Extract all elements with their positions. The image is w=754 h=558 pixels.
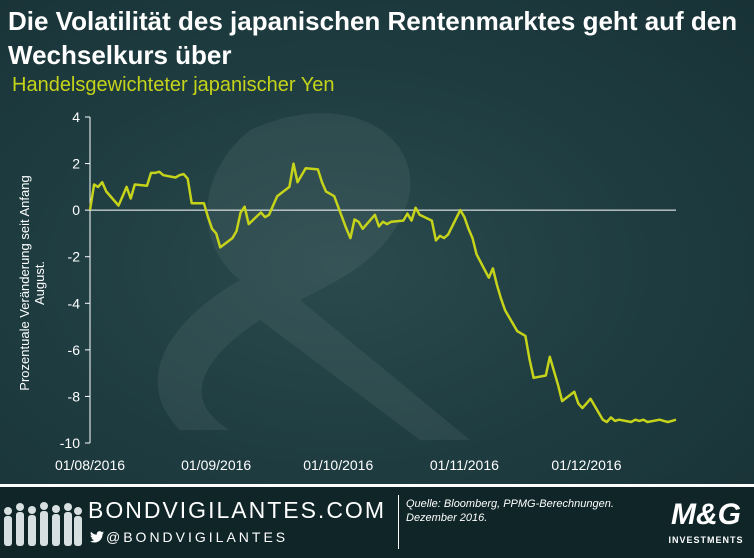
line-chart: 4 2 0 -2 -4 -6 -8 -10 01/08/2016 01/09/2016 01/10… bbox=[17, 109, 677, 473]
logo-mark: M&G bbox=[671, 498, 741, 531]
logo-subtext: INVESTMENTS bbox=[668, 535, 744, 545]
y-axis-label: Prozentuale Veränderung seit AnfangAugus… bbox=[17, 175, 47, 390]
twitter-handle[interactable]: @BONDVIGILANTES bbox=[90, 529, 288, 545]
x-tick-labels: 01/08/2016 01/09/2016 01/10/2016 01/11/2016… bbox=[55, 457, 622, 473]
twitter-bird-icon bbox=[90, 531, 104, 543]
series-line bbox=[88, 162, 677, 424]
y-tick-labels: 4 2 0 -2 -4 -6 -8 -10 bbox=[60, 109, 90, 451]
footer-divider bbox=[398, 495, 399, 549]
people-silhouettes-icon bbox=[4, 502, 82, 546]
y-tick-label: 4 bbox=[72, 109, 80, 125]
x-tick-label: 01/09/2016 bbox=[181, 457, 251, 473]
y-tick-label: -4 bbox=[68, 295, 81, 311]
y-tick-label: -6 bbox=[68, 342, 81, 358]
mg-logo: M&G INVESTMENTS bbox=[662, 495, 750, 557]
footer: BONDVIGILANTES.COM @BONDVIGILANTES Quell… bbox=[0, 484, 754, 558]
chart-axes bbox=[89, 117, 676, 443]
x-tick-label: 01/10/2016 bbox=[303, 457, 373, 473]
x-tick-label: 01/12/2016 bbox=[551, 457, 621, 473]
twitter-handle-text: @BONDVIGILANTES bbox=[106, 529, 289, 545]
y-tick-label: 0 bbox=[72, 202, 80, 218]
chart-subtitle: Handelsgewichteter japanischer Yen bbox=[12, 74, 335, 96]
chart-area: Die Volatilität des japanischen Rentenma… bbox=[0, 0, 754, 484]
brand-name[interactable]: BONDVIGILANTES.COM bbox=[88, 497, 386, 523]
y-tick-label: 2 bbox=[72, 156, 80, 172]
x-tick-label: 01/08/2016 bbox=[55, 457, 125, 473]
source-note: Quelle: Bloomberg, PPMG-Berechnungen. De… bbox=[406, 498, 614, 524]
y-tick-label: -2 bbox=[68, 249, 81, 265]
y-tick-label: -10 bbox=[60, 435, 80, 451]
chart-title: Die Volatilität des japanischen Rentenma… bbox=[8, 6, 738, 70]
series-group bbox=[88, 162, 677, 424]
ampersand-watermark-icon bbox=[157, 113, 470, 440]
x-tick-label: 01/11/2016 bbox=[430, 457, 499, 473]
y-tick-label: -8 bbox=[68, 388, 81, 404]
